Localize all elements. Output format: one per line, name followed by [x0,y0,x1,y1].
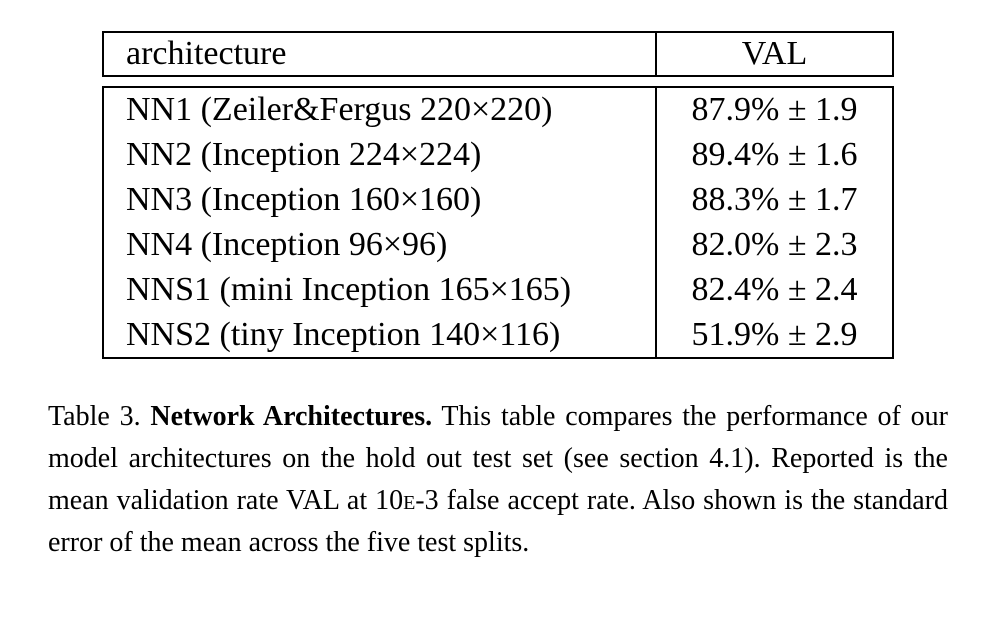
cell-architecture: NN4 (Inception 96×96) [126,226,448,263]
caption-text-smallcaps: e [403,485,416,516]
cell-val: 88.3% ± 1.7 [691,181,858,218]
column-divider [655,86,657,359]
caption-title: Network Architectures. [150,401,433,432]
header-val: VAL [741,35,808,72]
table-row: NNS1 (mini Inception 165×165) 82.4% ± 2.… [104,267,892,312]
cell-architecture: NN3 (Inception 160×160) [126,181,482,218]
header-architecture: architecture [126,35,287,72]
cell-architecture: NN1 (Zeiler&Fergus 220×220) [126,91,553,128]
caption-label: Table 3. [48,401,141,432]
table-row: NN2 (Inception 224×224) 89.4% ± 1.6 [104,132,892,177]
table-row: NN3 (Inception 160×160) 88.3% ± 1.7 [104,177,892,222]
caption-text-part1: This table compares the performance of o… [48,401,949,516]
table-row: NNS2 (tiny Inception 140×116) 51.9% ± 2.… [104,312,892,357]
cell-architecture: NNS1 (mini Inception 165×165) [126,271,572,308]
cell-architecture: NNS2 (tiny Inception 140×116) [126,316,561,353]
table-caption: Table 3. Network Architectures. This tab… [48,396,948,564]
cell-val: 82.4% ± 2.4 [691,271,858,308]
table-row: NN4 (Inception 96×96) 82.0% ± 2.3 [104,222,892,267]
cell-architecture: NN2 (Inception 224×224) [126,136,482,173]
caption-text-part2: -3 false accept rate. Also shown is the … [48,485,948,558]
cell-val: 82.0% ± 2.3 [691,226,858,263]
table-header: architecture VAL [102,31,894,77]
table-body: NN1 (Zeiler&Fergus 220×220) 87.9% ± 1.9 … [102,86,894,359]
column-divider [655,31,657,77]
cell-val: 51.9% ± 2.9 [691,316,858,353]
cell-val: 87.9% ± 1.9 [691,91,858,128]
cell-val: 89.4% ± 1.6 [691,136,858,173]
results-table: architecture VAL NN1 (Zeiler&Fergus 220×… [102,31,894,359]
table-row: NN1 (Zeiler&Fergus 220×220) 87.9% ± 1.9 [104,87,892,132]
